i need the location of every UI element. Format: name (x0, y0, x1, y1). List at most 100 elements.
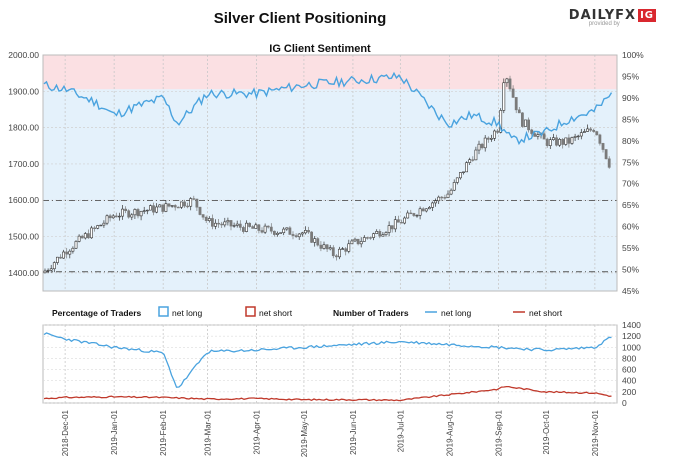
candle-body-134 (458, 172, 462, 179)
candle-body-155 (524, 119, 527, 127)
right-tick-2: 55% (622, 243, 639, 253)
top-grid (43, 54, 617, 291)
candle-body-15 (90, 227, 93, 239)
x-tick-label-0: 2018-Dec-01 (61, 409, 70, 456)
candle-body-136 (465, 162, 469, 173)
candle-body-133 (455, 177, 459, 183)
x-tick-label-11: 2019-Nov-01 (591, 409, 600, 456)
candle-body-38 (161, 204, 165, 212)
legend-pct-title: Percentage of Traders (52, 308, 142, 318)
candle-body-74 (272, 230, 276, 235)
x-tick-label-2: 2019-Feb-01 (159, 409, 168, 455)
candle-body-175 (586, 128, 589, 132)
bottom-right-tick-4: 800 (622, 353, 636, 363)
candle-body-6 (62, 251, 66, 259)
candle-body-48 (192, 198, 196, 200)
candle-body-95 (338, 248, 341, 258)
left-tick-3: 1700.00 (8, 159, 39, 169)
candle-body-144 (489, 137, 493, 140)
candle-body-75 (276, 232, 279, 235)
left-axis: 1400.00 1500.00 1600.00 1700.00 1800.00 1900.… (8, 50, 39, 278)
candle-body-99 (350, 240, 354, 245)
x-tick-label-9: 2019-Sep-01 (494, 409, 503, 456)
candle-body-63 (238, 223, 242, 228)
reference-lines (43, 200, 617, 273)
candle-body-55 (214, 222, 217, 227)
candle-body-102 (359, 241, 363, 245)
candle-body-5 (59, 256, 62, 259)
candle-body-13 (83, 233, 87, 239)
candle-body-151 (511, 88, 515, 98)
candle-body-119 (412, 213, 416, 216)
candle-body-109 (381, 234, 385, 237)
candle-body-153 (517, 109, 521, 114)
x-tick-label-5: 2019-May-01 (300, 409, 309, 457)
bottom-right-tick-1: 200 (622, 387, 636, 397)
candle-body-147 (499, 110, 503, 133)
candle-body-174 (582, 131, 586, 133)
candle-body-116 (403, 217, 407, 224)
candle-body-7 (65, 251, 69, 255)
candle-body-94 (334, 255, 338, 258)
candle-body-110 (384, 232, 388, 236)
x-tick-label-10: 2019-Oct-01 (542, 409, 551, 454)
candle-body-159 (536, 134, 540, 137)
legend-long-box (158, 306, 169, 317)
right-tick-0: 45% (622, 286, 639, 296)
candle-body-12 (80, 235, 84, 239)
candle-body-113 (393, 219, 397, 230)
candle-body-39 (164, 203, 168, 212)
candle-body-68 (254, 224, 258, 229)
candle-body-28 (130, 214, 134, 218)
candle-body-30 (136, 209, 140, 217)
candle-body-152 (514, 97, 518, 111)
x-tick-label-3: 2019-Mar-01 (203, 409, 212, 455)
candle-body-93 (331, 247, 335, 257)
candle-body-50 (198, 206, 202, 215)
candle-body-117 (406, 212, 410, 219)
candle-body-106 (372, 233, 376, 238)
candle-body-59 (226, 220, 230, 223)
candle-body-66 (248, 222, 252, 227)
x-tick-label-7: 2019-Jul-01 (396, 409, 405, 452)
candle-body-123 (424, 208, 428, 212)
right-tick-11: 100% (622, 50, 644, 60)
right-axis: 45% 50% 55% 60% 65% 70% 75% 80% 85% 90% 95% 100% (622, 50, 644, 296)
candle-body-90 (322, 244, 326, 249)
candle-body-71 (263, 225, 267, 233)
candle-body-111 (387, 225, 391, 233)
candle-body-139 (474, 149, 478, 161)
candle-body-167 (561, 139, 565, 145)
bottom-right-tick-5: 1000 (622, 342, 641, 352)
candle-body-177 (592, 129, 596, 132)
candle-body-166 (558, 139, 562, 146)
candle-body-17 (96, 225, 100, 229)
candle-body-60 (229, 220, 233, 227)
candle-body-58 (223, 221, 227, 226)
candle-body-46 (186, 205, 190, 208)
candle-body-107 (375, 231, 379, 234)
left-tick-6: 2000.00 (8, 50, 39, 60)
candle-body-148 (502, 82, 506, 111)
legend-long-label: net long (172, 308, 203, 318)
candle-body-88 (316, 238, 320, 246)
candle-body-181 (604, 149, 608, 160)
candle-body-36 (155, 206, 159, 213)
left-tick-4: 1800.00 (8, 123, 39, 133)
left-tick-2: 1600.00 (8, 195, 39, 205)
logo-name-b: FX (615, 8, 637, 23)
left-tick-0: 1400.00 (8, 268, 39, 278)
candle-body-29 (133, 209, 137, 216)
candle-body-64 (242, 227, 245, 232)
legend-num-title: Number of Traders (333, 308, 409, 318)
x-tick-label-1: 2019-Jan-01 (110, 409, 119, 454)
x-tick-label-8: 2019-Aug-01 (445, 409, 454, 456)
candle-body-140 (477, 143, 481, 151)
candle-body-3 (52, 262, 56, 270)
candle-body-149 (505, 78, 509, 84)
right-tick-4: 65% (622, 200, 639, 210)
candle-body-82 (297, 233, 301, 238)
candle-body-97 (344, 248, 348, 252)
